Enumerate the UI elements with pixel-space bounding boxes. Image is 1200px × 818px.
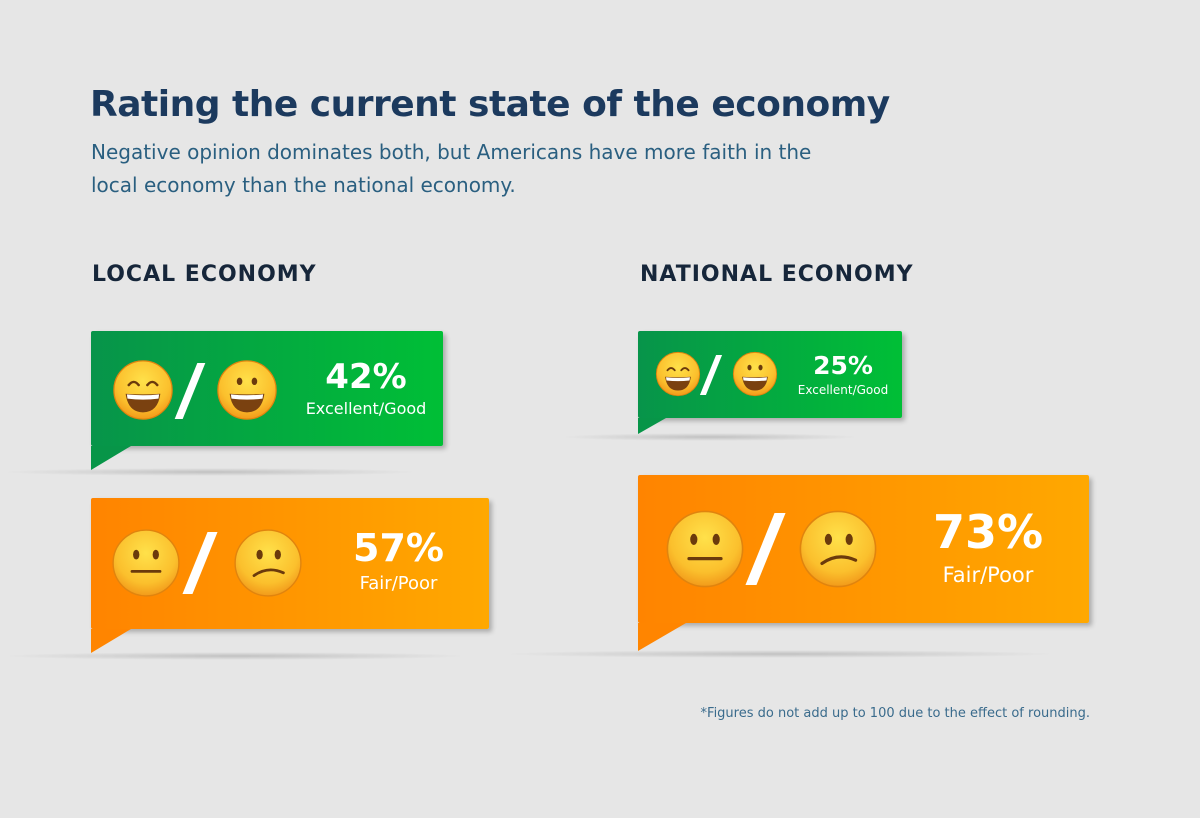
section-heading-local: LOCAL ECONOMY bbox=[92, 262, 317, 287]
local-positive-label: Excellent/Good bbox=[305, 399, 427, 418]
local-negative-value: 57% bbox=[353, 526, 444, 570]
grinning-face-icon bbox=[732, 351, 778, 397]
bubble-shadow bbox=[560, 433, 860, 441]
national-negative-label: Fair/Poor bbox=[942, 563, 1034, 587]
bubble-shadow bbox=[500, 650, 1060, 658]
footnote: *Figures do not add up to 100 due to the… bbox=[700, 706, 1090, 721]
neutral-face-icon bbox=[665, 509, 745, 589]
neutral-face-icon bbox=[111, 528, 181, 598]
confused-face-icon bbox=[798, 509, 878, 589]
local-positive-value: 42% bbox=[325, 357, 407, 397]
section-heading-national: NATIONAL ECONOMY bbox=[640, 262, 914, 287]
national-negative-value: 73% bbox=[932, 505, 1044, 559]
page-title: Rating the current state of the economy bbox=[90, 84, 890, 125]
bubble-shadow bbox=[0, 652, 470, 660]
national-positive-label: Excellent/Good bbox=[797, 383, 889, 397]
grinning-face-icon bbox=[216, 359, 278, 421]
grinning-squinting-face-icon bbox=[112, 359, 174, 421]
local-negative-label: Fair/Poor bbox=[359, 573, 438, 594]
national-positive-value: 25% bbox=[813, 351, 873, 380]
page-subtitle: Negative opinion dominates both, but Ame… bbox=[91, 140, 812, 197]
grinning-squinting-face-icon bbox=[655, 351, 701, 397]
confused-face-icon bbox=[233, 528, 303, 598]
bubble-shadow bbox=[0, 468, 420, 476]
